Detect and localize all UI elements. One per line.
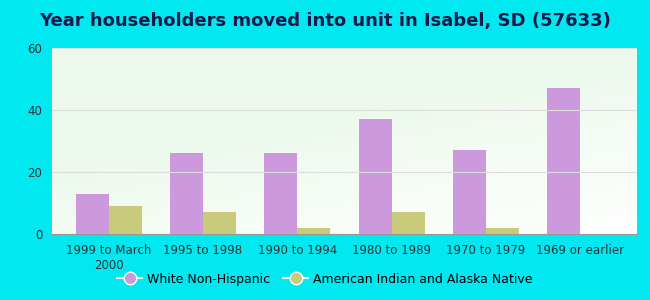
- Bar: [265, 153, 297, 234]
- Text: Year householders moved into unit in Isabel, SD (57633): Year householders moved into unit in Isa…: [39, 12, 611, 30]
- Bar: [75, 194, 109, 234]
- Bar: [297, 228, 330, 234]
- Bar: [170, 153, 203, 234]
- Bar: [359, 119, 392, 234]
- Bar: [109, 206, 142, 234]
- Bar: [453, 150, 486, 234]
- Bar: [392, 212, 424, 234]
- Bar: [547, 88, 580, 234]
- Bar: [486, 228, 519, 234]
- Bar: [203, 212, 236, 234]
- Legend: White Non-Hispanic, American Indian and Alaska Native: White Non-Hispanic, American Indian and …: [112, 268, 538, 291]
